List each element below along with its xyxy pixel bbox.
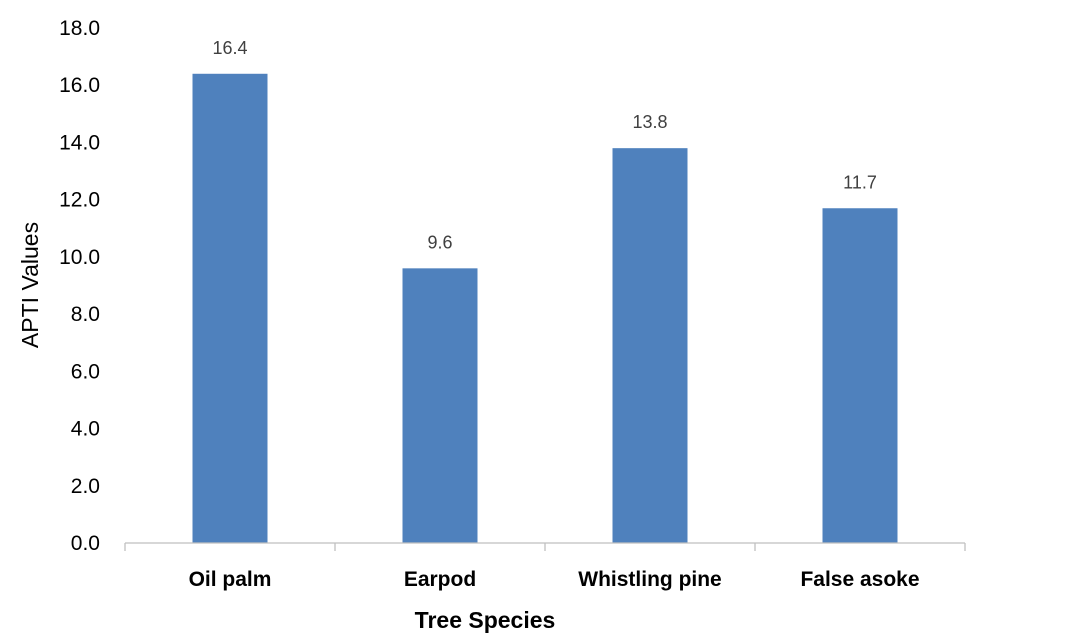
data-labels: 16.4 9.6 13.8 11.7 [212, 38, 876, 253]
data-label: 16.4 [212, 38, 247, 58]
y-tick-label: 8.0 [71, 303, 100, 326]
y-tick-label: 16.0 [59, 74, 100, 97]
y-tick-label: 6.0 [71, 360, 100, 383]
category-labels: Oil palm Earpod Whistling pine False asoke [189, 568, 920, 591]
x-axis-ticks [124, 543, 966, 551]
category-label: Oil palm [189, 568, 272, 591]
bar-whistling-pine [612, 148, 688, 543]
x-axis-title: Tree Species [415, 607, 556, 633]
y-tick-label: 10.0 [59, 246, 100, 269]
bar-oil-palm [192, 73, 268, 544]
y-tick-label: 2.0 [71, 475, 100, 498]
bar-false-asoke [822, 208, 898, 543]
category-label: Whistling pine [578, 568, 721, 591]
bar-earpod [402, 268, 478, 543]
y-tick-label: 4.0 [71, 418, 100, 441]
y-tick-label: 0.0 [71, 532, 100, 555]
bars [192, 73, 898, 544]
y-tick-label: 18.0 [59, 17, 100, 40]
data-label: 11.7 [843, 172, 877, 192]
y-axis-title: APTI Values [17, 222, 43, 348]
category-label: False asoke [800, 568, 919, 591]
data-label: 13.8 [632, 112, 667, 132]
y-axis-ticks: 0.0 2.0 4.0 6.0 8.0 10.0 12.0 14.0 16.0 18.0 [59, 17, 100, 555]
y-tick-label: 14.0 [59, 131, 100, 154]
category-label: Earpod [404, 568, 476, 591]
y-tick-label: 12.0 [59, 189, 100, 212]
data-label: 9.6 [427, 232, 452, 252]
